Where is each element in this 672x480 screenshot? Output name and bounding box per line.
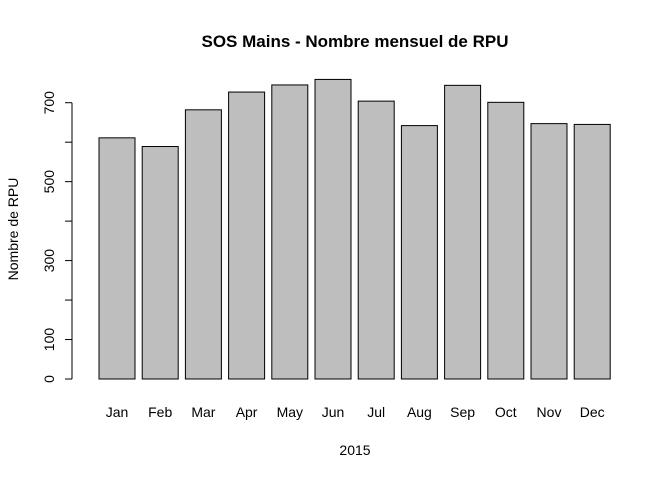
x-tick-label: Apr bbox=[236, 404, 258, 420]
bars bbox=[98, 78, 611, 380]
x-axis-label: 2015 bbox=[339, 442, 370, 458]
y-tick-label: 100 bbox=[41, 328, 57, 352]
y-axis: 0 100 300 500 700 bbox=[41, 91, 73, 383]
bar-sep bbox=[444, 84, 482, 380]
x-tick-label: May bbox=[277, 404, 303, 420]
bar-oct bbox=[487, 101, 525, 380]
bar-apr bbox=[228, 91, 266, 380]
y-tick-label: 0 bbox=[41, 375, 57, 383]
chart-title: SOS Mains - Nombre mensuel de RPU bbox=[201, 32, 508, 51]
bar-jun bbox=[314, 78, 352, 380]
y-tick-label: 500 bbox=[41, 170, 57, 194]
x-tick-label: Jul bbox=[367, 404, 385, 420]
x-tick-label: Sep bbox=[450, 404, 475, 420]
x-tick-label: Dec bbox=[580, 404, 605, 420]
bar-jul bbox=[357, 100, 395, 380]
bar-feb bbox=[141, 146, 179, 380]
x-tick-label: Jan bbox=[106, 404, 129, 420]
x-tick-labels: Jan Feb Mar Apr May Jun Jul Aug Sep Oct Nov Dec bbox=[106, 404, 605, 420]
bar-mar bbox=[184, 109, 222, 380]
y-tick-label: 700 bbox=[41, 91, 57, 115]
y-tick-label: 300 bbox=[41, 249, 57, 273]
bar-aug bbox=[400, 125, 438, 380]
bar-may bbox=[271, 84, 309, 380]
x-tick-label: Mar bbox=[191, 404, 215, 420]
y-axis-label: Nombre de RPU bbox=[5, 178, 21, 281]
x-tick-label: Feb bbox=[148, 404, 172, 420]
x-tick-label: Jun bbox=[322, 404, 345, 420]
bar-nov bbox=[530, 123, 568, 380]
x-tick-label: Aug bbox=[407, 404, 432, 420]
x-tick-label: Oct bbox=[495, 404, 517, 420]
x-tick-label: Nov bbox=[537, 404, 562, 420]
bar-jan bbox=[98, 137, 136, 380]
bar-dec bbox=[573, 123, 611, 380]
